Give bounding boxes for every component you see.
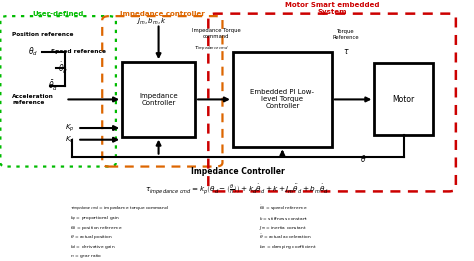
Text: $\dot{\theta}_d$ = speed reference: $\dot{\theta}_d$ = speed reference	[259, 204, 308, 213]
Text: Impedance Torque
command: Impedance Torque command	[192, 28, 241, 39]
Text: $\theta$ = actual position: $\theta$ = actual position	[70, 233, 113, 241]
FancyBboxPatch shape	[233, 52, 332, 147]
Text: $n$ = gear ratio: $n$ = gear ratio	[70, 252, 102, 260]
Text: Impedance controller: Impedance controller	[120, 11, 205, 17]
Text: Motor Smart embedded
System: Motor Smart embedded System	[285, 2, 379, 15]
Text: $\dot{\theta}_d$: $\dot{\theta}_d$	[58, 61, 69, 76]
Text: Impedance
Controller: Impedance Controller	[139, 93, 178, 106]
Text: $k_d$ = derivative gain: $k_d$ = derivative gain	[70, 243, 116, 251]
Text: Torque
Reference: Torque Reference	[333, 29, 359, 40]
Text: Acceleration
reference: Acceleration reference	[12, 94, 54, 105]
Text: $b_m$ = damping coefficient: $b_m$ = damping coefficient	[259, 243, 317, 251]
Text: $K_d$: $K_d$	[65, 135, 75, 145]
Text: $k_p$ = proportional gain: $k_p$ = proportional gain	[70, 214, 120, 223]
Text: Embedded PI Low-
level Torque
Controller: Embedded PI Low- level Torque Controller	[250, 90, 314, 109]
FancyBboxPatch shape	[374, 63, 433, 135]
Text: $K_p$: $K_p$	[65, 122, 75, 134]
Text: $\tau$: $\tau$	[343, 47, 349, 56]
FancyBboxPatch shape	[122, 62, 195, 137]
Text: Position reference: Position reference	[12, 32, 73, 37]
Text: $\theta_d$ = position reference: $\theta_d$ = position reference	[70, 224, 123, 232]
Text: $\tau_{impedance\ cmd} = k_p\left(\theta_d - \left(\frac{\theta}{n}\right)\right: $\tau_{impedance\ cmd} = k_p\left(\theta…	[146, 183, 329, 197]
Text: User-defined: User-defined	[32, 11, 84, 17]
Text: $J_m$ = inertia constant: $J_m$ = inertia constant	[259, 224, 307, 232]
Text: $\tau_{impedance\ cmd}$: $\tau_{impedance\ cmd}$	[194, 45, 229, 54]
Text: $\theta$: $\theta$	[360, 153, 367, 164]
Text: $J_m, b_m, k$: $J_m, b_m, k$	[136, 17, 167, 27]
Text: $\bar{\theta}_d$: $\bar{\theta}_d$	[48, 79, 58, 93]
Text: $k$ = stiffness constant: $k$ = stiffness constant	[259, 215, 309, 222]
Text: $\theta_d$: $\theta_d$	[28, 46, 38, 58]
Text: $\tau_{impedance\ cmd}$ = impedance torque command: $\tau_{impedance\ cmd}$ = impedance torq…	[70, 204, 169, 213]
Text: $\ddot{\theta}$ = actual acceleration: $\ddot{\theta}$ = actual acceleration	[259, 233, 311, 241]
Text: Impedance Controller: Impedance Controller	[191, 167, 284, 176]
Text: Speed reference: Speed reference	[51, 49, 106, 55]
Text: Motor: Motor	[392, 95, 415, 104]
